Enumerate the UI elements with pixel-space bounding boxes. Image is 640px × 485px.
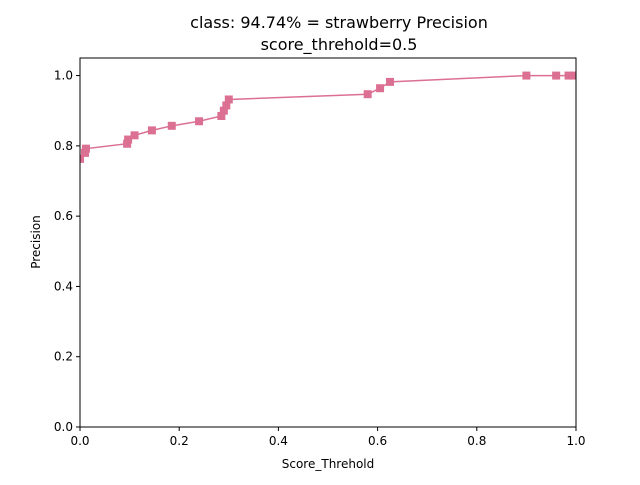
- data-point-marker: [222, 101, 231, 110]
- x-axis-ticks: 0.0 0.2 0.4 0.6 0.8 1.0: [70, 427, 586, 448]
- y-tick-label: 0.2: [54, 350, 73, 364]
- x-tick-label: 0.8: [467, 434, 486, 448]
- y-axis-ticks: 0.0 0.2 0.4 0.6 0.8 1.0: [54, 69, 80, 434]
- data-point-marker: [219, 106, 228, 115]
- x-tick-label: 0.4: [269, 434, 288, 448]
- series-line: [80, 74, 574, 160]
- data-point-marker: [522, 71, 531, 80]
- data-point-marker: [123, 139, 132, 148]
- x-tick-label: 0.0: [70, 434, 89, 448]
- y-tick-label: 1.0: [54, 69, 73, 83]
- data-point-marker: [147, 126, 156, 135]
- series-marks: [80, 71, 576, 163]
- data-point-marker: [569, 71, 576, 80]
- data-point-marker: [376, 84, 385, 93]
- x-axis-label: Score_Threhold: [282, 457, 375, 471]
- y-axis-label: Precision: [29, 215, 43, 269]
- data-point-marker: [363, 90, 372, 99]
- data-point-marker: [80, 148, 89, 157]
- chart-title: class: 94.74% = strawberry Precision: [190, 13, 488, 32]
- y-tick-label: 0.0: [54, 420, 73, 434]
- data-point-marker: [81, 144, 90, 153]
- data-point-marker: [224, 95, 233, 104]
- data-point-marker: [130, 131, 139, 140]
- data-point-marker: [564, 71, 573, 80]
- data-point-marker: [195, 117, 204, 126]
- y-tick-label: 0.6: [54, 209, 73, 223]
- y-tick-label: 0.8: [54, 139, 73, 153]
- data-point-marker: [217, 111, 226, 120]
- x-tick-label: 1.0: [566, 434, 585, 448]
- x-tick-label: 0.2: [170, 434, 189, 448]
- x-tick-label: 0.6: [368, 434, 387, 448]
- plot-frame: [79, 57, 577, 428]
- y-tick-label: 0.4: [54, 279, 73, 293]
- data-point-marker: [167, 121, 176, 130]
- data-point-marker: [552, 71, 561, 80]
- data-point-marker: [80, 154, 84, 163]
- data-point-marker: [124, 135, 133, 144]
- chart-subtitle: score_threhold=0.5: [261, 35, 418, 55]
- data-point-marker: [386, 77, 394, 86]
